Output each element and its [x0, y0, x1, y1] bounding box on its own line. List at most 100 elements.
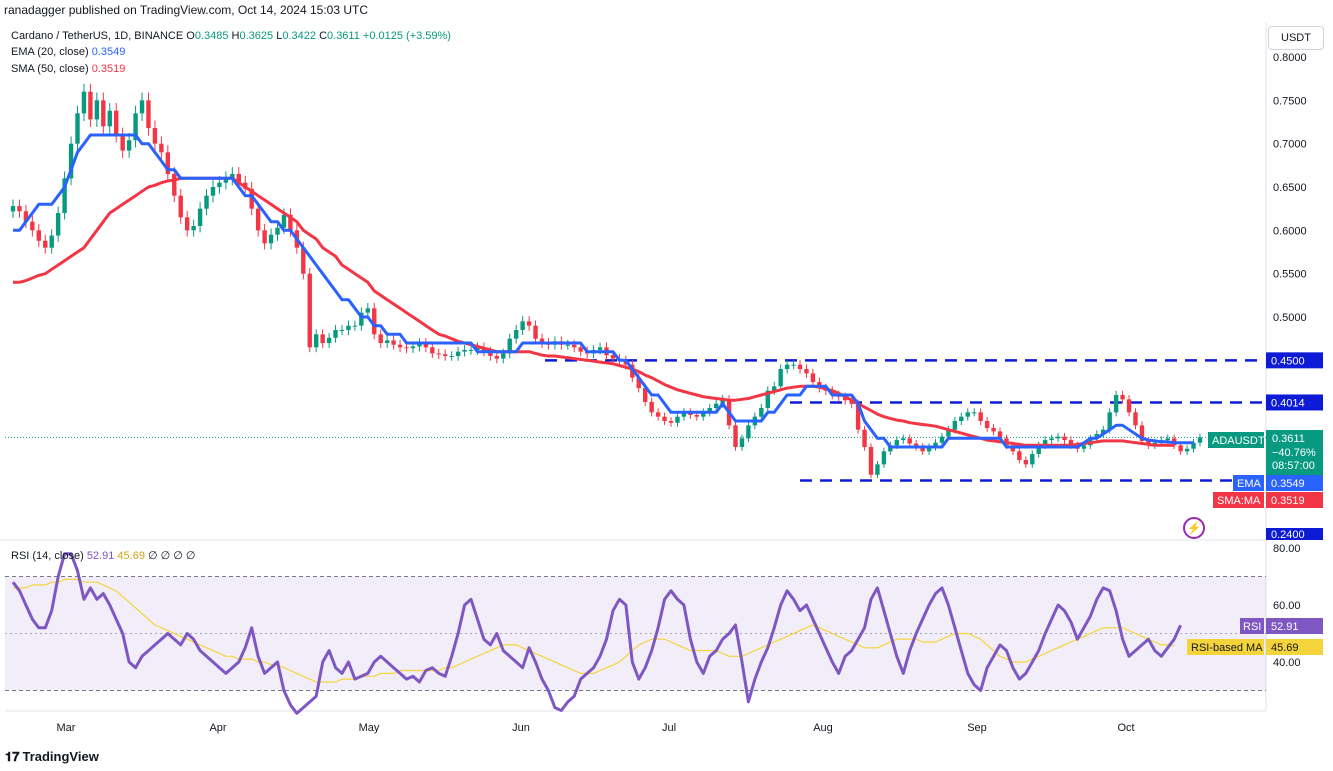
candle-body [513, 330, 519, 339]
rsi-legend[interactable]: RSI (14, close) 52.91 45.69 ∅ ∅ ∅ ∅ [11, 549, 196, 562]
candle-body [68, 143, 74, 179]
candle-body [533, 325, 538, 339]
candle-body [907, 438, 912, 444]
candle-body [1139, 425, 1145, 441]
candle-body [352, 325, 358, 327]
candle-body [320, 334, 325, 344]
candle-body [842, 396, 848, 401]
time-tick-label: Aug [813, 722, 833, 734]
candle-body [94, 100, 100, 120]
candle-body [81, 91, 87, 114]
candle-body [733, 425, 738, 448]
candle-body [804, 369, 809, 374]
rsi-tick-label: 40.00 [1273, 657, 1301, 669]
candle-body [307, 273, 312, 348]
candle-body [178, 195, 183, 218]
currency-button[interactable]: USDT [1268, 26, 1324, 50]
candle-body [339, 330, 345, 332]
candle-body [913, 443, 919, 448]
candle-body [1120, 395, 1125, 400]
candle-body [462, 349, 467, 352]
rsi-tag-bg [1240, 618, 1264, 634]
ohlc-low: 0.3422 [282, 30, 316, 42]
candle-body [1165, 438, 1170, 441]
level-2400-label-bg [1266, 528, 1323, 540]
candle-body [184, 217, 190, 231]
level-4014-label: 0.4014 [1271, 397, 1305, 409]
candle-body [301, 247, 306, 274]
candle-body [539, 338, 545, 344]
candle-body [1101, 429, 1106, 435]
candle-body [862, 429, 867, 448]
candle-body [501, 353, 506, 359]
candle-body [449, 356, 454, 358]
candle-body [159, 143, 164, 153]
ema-legend[interactable]: EMA (20, close) 0.3549 [11, 46, 125, 58]
candle-body [204, 195, 209, 209]
candle-body [230, 174, 235, 179]
candle-body [713, 403, 719, 409]
candle-body [378, 334, 383, 344]
candle-body [391, 340, 396, 345]
rsi-ma-line [13, 578, 1175, 683]
candle-body [1068, 440, 1074, 446]
candle-body [765, 390, 770, 409]
candle-body [1055, 436, 1061, 439]
candle-body [636, 377, 641, 389]
candle-body [120, 135, 125, 151]
candle-body [17, 206, 22, 212]
tradingview-logo[interactable]: 𝟏𝟕 TradingView [5, 749, 99, 765]
sma-value-label-bg [1266, 492, 1323, 508]
last-price-bg [1266, 430, 1323, 476]
price-tick-label: 0.6000 [1273, 225, 1307, 237]
candle-body [326, 337, 332, 344]
price-tick-label: 0.5500 [1273, 269, 1307, 281]
time-tick-label: Sep [967, 722, 987, 734]
candle-body [1030, 453, 1035, 465]
candle-body [384, 340, 390, 344]
candle-body [217, 182, 222, 188]
alert-icon[interactable]: ⚡ [1183, 517, 1205, 539]
price-tick-label: 0.5000 [1273, 312, 1307, 324]
candle-body [759, 408, 764, 417]
last-price-text-0: 0.3611 [1272, 433, 1305, 445]
candle-body [572, 344, 577, 348]
rsi-line [11, 552, 1182, 715]
candle-body [655, 412, 661, 417]
candle-body [972, 412, 977, 414]
tv-logo-icon: 𝟏𝟕 [5, 749, 20, 764]
candle-body [946, 429, 951, 437]
candle-body [1036, 445, 1041, 454]
price-tick-label: 0.8000 [1273, 52, 1307, 64]
level-450-label: 0.4500 [1271, 355, 1305, 367]
ohlc-l-label: L [276, 30, 283, 42]
candle-body [333, 330, 338, 338]
candle-body [707, 408, 712, 413]
symbol-ohlc-line: Cardano / TetherUS, 1D, BINANCE O0.3485 … [11, 30, 451, 42]
price-tick-label: 0.6500 [1273, 182, 1307, 194]
candle-body [952, 421, 958, 430]
candle-body [275, 227, 280, 235]
candle-body [430, 347, 435, 354]
brand-name: TradingView [22, 749, 99, 764]
sma-tag: SMA:MA [1217, 495, 1261, 507]
candle-body [565, 344, 570, 346]
price-tick-label: 0.7000 [1273, 139, 1307, 151]
level-2400-label: 0.2400 [1271, 529, 1305, 541]
candle-body [675, 416, 680, 423]
candle-body [855, 403, 861, 430]
candle-body [75, 113, 80, 144]
candle-body [1017, 451, 1022, 461]
sma-legend[interactable]: SMA (50, close) 0.3519 [11, 63, 125, 75]
candle-body [597, 347, 603, 350]
candle-body [139, 100, 145, 114]
candle-body [10, 206, 16, 212]
candle-body [875, 464, 880, 475]
candle-body [288, 214, 293, 231]
ohlc-c-label: C [319, 30, 328, 42]
candle-body [933, 442, 938, 448]
candle-body [926, 447, 932, 452]
rsi-ma-value-label: 45.69 [1271, 642, 1299, 654]
rsi-ma-legend-value: 45.69 [117, 550, 145, 562]
